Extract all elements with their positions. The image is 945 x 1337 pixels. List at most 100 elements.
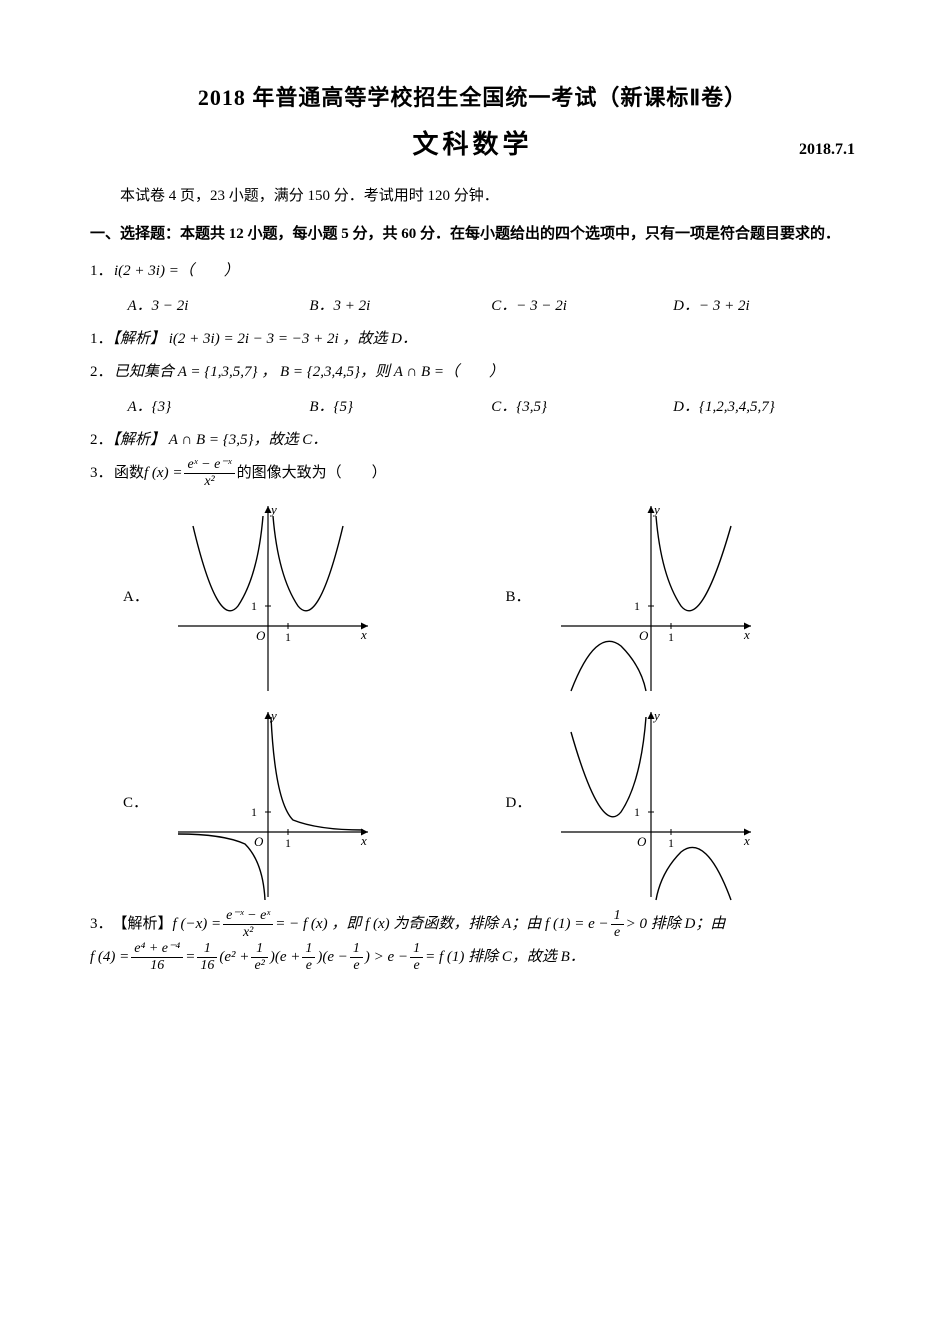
q3-analysis-p2e: )(e − (317, 941, 348, 974)
q2-stem: 已知集合 A = {1,3,5,7} ， B = {2,3,4,5}，则 A ∩… (114, 364, 504, 380)
q3-graph-d-cell: D． y x O 1 1 (473, 702, 856, 902)
q3-frac-den: x² (184, 474, 234, 489)
q3-analysis-p2a: f (4) = (90, 941, 129, 974)
frac-den: e (350, 958, 363, 973)
origin-label: O (637, 834, 647, 849)
q1-analysis: 1．【解析】 i(2 + 3i) = 2i − 3 = −3 + 2i ，故选 … (90, 323, 855, 356)
q1-option-a: A．3 − 2i (128, 290, 310, 323)
frac-num: e⁴ + e⁻⁴ (131, 942, 183, 958)
q3-analysis-line2: f (4) = e⁴ + e⁻⁴ 16 = 1 16 (e² + 1 e² )(… (90, 941, 855, 974)
q3-graph-a-cell: A． y x O 1 1 (90, 496, 473, 696)
tick-1-x: 1 (668, 836, 674, 850)
tick-1-y: 1 (634, 599, 640, 613)
frac-den: 16 (131, 958, 183, 973)
tick-1-x: 1 (668, 630, 674, 644)
frac-num: 1 (611, 909, 624, 925)
origin-label: O (256, 628, 266, 643)
page-title: 2018 年普通高等学校招生全国统一考试（新课标Ⅱ卷） (90, 80, 855, 112)
frac-den: e (302, 958, 315, 973)
q3-graph-a: y x O 1 1 (163, 496, 383, 696)
q3-analysis-frac1: e⁻ˣ − eˣ x² (223, 909, 273, 940)
q3-analysis-p1a: 【解析】 (113, 908, 173, 941)
q3-analysis-p1b: = − f (x) ，即 f (x) 为奇函数，排除 A；由 f (1) = e… (275, 908, 608, 941)
x-axis-label: x (360, 627, 367, 642)
q3-analysis-frac2: e⁴ + e⁻⁴ 16 (131, 942, 183, 973)
frac-num: 1 (197, 942, 217, 958)
q3-analysis-p2f: ) > e − (365, 941, 408, 974)
q3-analysis-p2c: (e² + (219, 941, 249, 974)
frac-den: 16 (197, 958, 217, 973)
q3-graph-c-cell: C． y x O 1 1 (90, 702, 473, 902)
q3-option-c-label: C． (90, 791, 163, 812)
frac-num: 1 (251, 942, 267, 958)
section-1-heading: 一、选择题：本题共 12 小题，每小题 5 分，共 60 分．在每小题给出的四个… (114, 220, 855, 249)
q3-analysis-line1: 3． 【解析】 f (−x) = e⁻ˣ − eˣ x² = − f (x) ，… (90, 908, 855, 941)
q1-option-c: C．− 3 − 2i (491, 290, 673, 323)
subtitle: 文科数学 (412, 130, 532, 159)
y-axis-label: y (269, 708, 277, 723)
q2-analysis-text: 【解析】 A ∩ B = {3,5}，故选 C． (113, 432, 328, 448)
q3-option-d-label: D． (473, 791, 546, 812)
q3-analysis-frac-1e-a: 1 e (611, 909, 624, 940)
q2-analysis: 2．【解析】 A ∩ B = {3,5}，故选 C． (90, 424, 855, 457)
q3-fx-label: f (x) = (144, 457, 182, 490)
tick-1-y: 1 (251, 599, 257, 613)
y-axis-label: y (269, 502, 277, 517)
q3-graph-b: y x O 1 1 (546, 496, 766, 696)
exam-page: 2018 年普通高等学校招生全国统一考试（新课标Ⅱ卷） 文科数学 2018.7.… (0, 0, 945, 1337)
q3-graph-row-2: C． y x O 1 1 D． (90, 702, 855, 902)
q2-option-a: A．{3} (128, 391, 310, 424)
q1-analysis-text: 【解析】 i(2 + 3i) = 2i − 3 = −3 + 2i ，故选 D． (113, 331, 417, 347)
exam-date: 2018.7.1 (799, 141, 855, 159)
q2-number: 2． (90, 356, 114, 389)
q3-graph-row-1: A． y x O 1 1 B． (90, 496, 855, 696)
q1-option-d: D．− 3 + 2i (673, 290, 855, 323)
q3-stem-before: 函数 (114, 457, 144, 490)
frac-num: 1 (302, 942, 315, 958)
frac-den: e (611, 925, 624, 940)
frac-num: 1 (410, 942, 423, 958)
subtitle-row: 文科数学 2018.7.1 (90, 124, 855, 161)
q3-analysis-p2d: )(e + (270, 941, 301, 974)
q3-frac-num: eˣ − e⁻ˣ (184, 458, 234, 474)
q3-stem-after: 的图像大致为（ ） (237, 457, 387, 490)
q2-analysis-num: 2． (90, 432, 113, 448)
frac-den: e (410, 958, 423, 973)
q3-graph-c: y x O 1 1 (163, 702, 383, 902)
q3-fminus: f (−x) = (173, 908, 222, 941)
q3-analysis-frac-116: 1 16 (197, 942, 217, 973)
q2-option-c: C．{3,5} (491, 391, 673, 424)
q2-option-b: B．{5} (309, 391, 491, 424)
tick-1-y: 1 (251, 805, 257, 819)
q2-options: A．{3} B．{5} C．{3,5} D．{1,2,3,4,5,7} (90, 391, 855, 424)
origin-label: O (254, 834, 264, 849)
q1-options: A．3 − 2i B．3 + 2i C．− 3 − 2i D．− 3 + 2i (90, 290, 855, 323)
frac-num: 1 (350, 942, 363, 958)
tick-1-x: 1 (285, 630, 291, 644)
q3-fraction: eˣ − e⁻ˣ x² (184, 458, 234, 489)
y-axis-label: y (652, 708, 660, 723)
q3-analysis-frac-1e2: 1 e² (251, 942, 267, 973)
frac-den: e² (251, 958, 267, 973)
tick-1-y: 1 (634, 805, 640, 819)
y-axis-label: y (652, 502, 660, 517)
question-1: 1．i(2 + 3i) =（ ） (90, 255, 855, 288)
intro-text: 本试卷 4 页，23 小题，满分 150 分．考试用时 120 分钟． (90, 183, 855, 210)
q3-analysis-frac-1e-d: 1 e (410, 942, 423, 973)
q3-analysis-p2g: = f (1) 排除 C，故选 B． (425, 941, 585, 974)
x-axis-label: x (743, 627, 750, 642)
x-axis-label: x (743, 833, 750, 848)
q3-option-a-label: A． (90, 585, 163, 606)
q3-analysis-num: 3． (90, 908, 113, 941)
q3-graph-b-cell: B． y x O 1 1 (473, 496, 856, 696)
question-2: 2．已知集合 A = {1,3,5,7} ， B = {2,3,4,5}，则 A… (90, 356, 855, 389)
frac-num: e⁻ˣ − eˣ (223, 909, 273, 925)
q3-analysis-frac-1e-c: 1 e (350, 942, 363, 973)
x-axis-label: x (360, 833, 367, 848)
q3-graph-d: y x O 1 1 (546, 702, 766, 902)
q1-stem: i(2 + 3i) =（ ） (114, 263, 239, 279)
q3-option-b-label: B． (473, 585, 546, 606)
question-3: 3． 函数 f (x) = eˣ − e⁻ˣ x² 的图像大致为（ ） (90, 457, 855, 490)
origin-label: O (639, 628, 649, 643)
q2-option-d: D．{1,2,3,4,5,7} (673, 391, 855, 424)
